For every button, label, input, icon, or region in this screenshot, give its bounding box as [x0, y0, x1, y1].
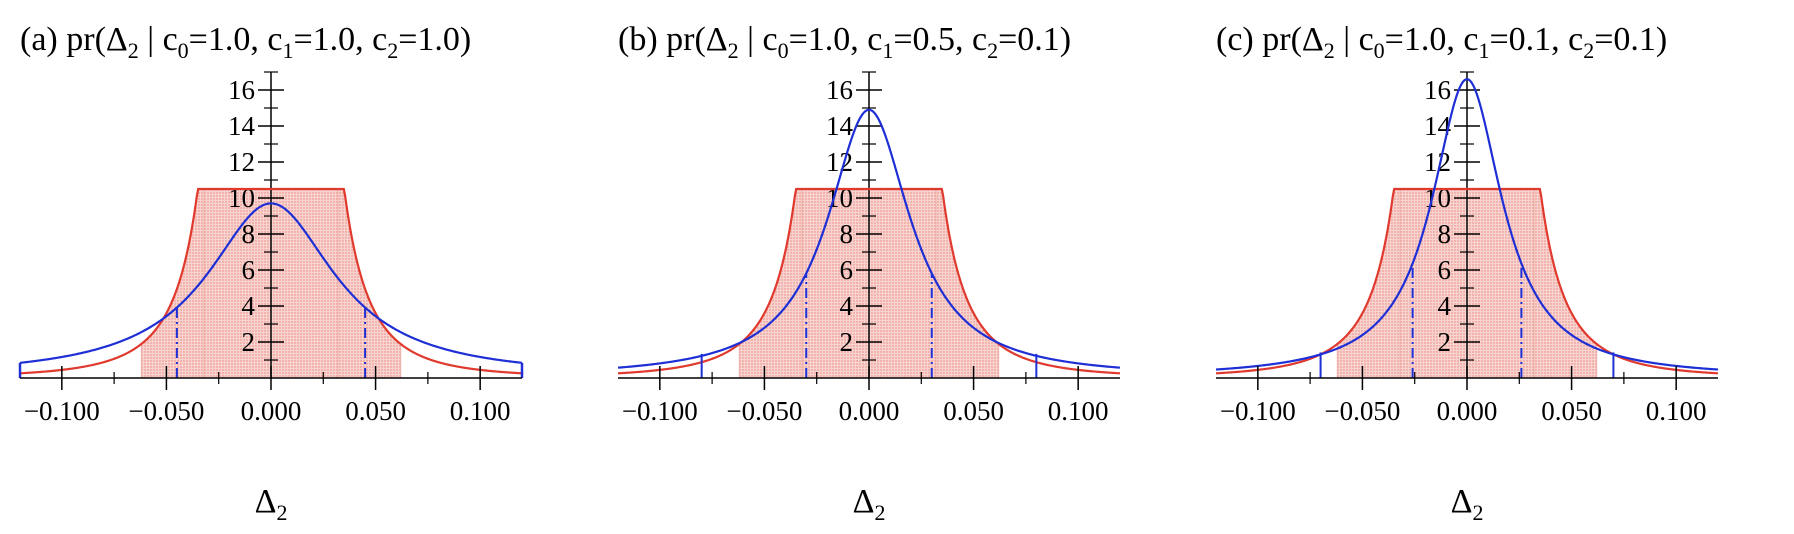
y-tick-label: 14	[1424, 111, 1452, 141]
y-tick-label: 16	[228, 75, 255, 105]
x-axis-label: Δ2	[853, 483, 886, 525]
y-tick-label: 12	[228, 147, 255, 177]
x-tick-label: −0.100	[1220, 396, 1296, 426]
y-tick-label: 10	[1424, 183, 1451, 213]
y-tick-label: 6	[1438, 255, 1452, 285]
x-tick-label: 0.050	[345, 396, 406, 426]
panel-title: (c) pr(Δ2 | c0=1.0, c1=0.1, c2=0.1)	[1216, 21, 1667, 63]
x-axis-label: Δ2	[255, 483, 288, 525]
x-tick-label: −0.050	[1324, 396, 1400, 426]
x-tick-label: 0.050	[943, 396, 1004, 426]
panel-title: (a) pr(Δ2 | c0=1.0, c1=1.0, c2=1.0)	[20, 21, 471, 63]
y-tick-label: 4	[242, 291, 256, 321]
x-tick-label: −0.100	[24, 396, 100, 426]
x-tick-label: 0.000	[1437, 396, 1498, 426]
y-tick-label: 16	[826, 75, 853, 105]
y-tick-label: 2	[1438, 327, 1452, 357]
x-tick-label: 0.100	[1048, 396, 1109, 426]
x-tick-label: 0.100	[1646, 396, 1707, 426]
y-tick-label: 16	[1424, 75, 1451, 105]
y-tick-label: 8	[840, 219, 854, 249]
x-tick-label: 0.000	[241, 396, 302, 426]
x-tick-label: −0.100	[622, 396, 698, 426]
y-tick-label: 10	[228, 183, 255, 213]
x-tick-label: −0.050	[726, 396, 802, 426]
x-tick-label: −0.050	[128, 396, 204, 426]
y-tick-label: 2	[840, 327, 854, 357]
y-tick-label: 14	[826, 111, 854, 141]
y-tick-label: 14	[228, 111, 256, 141]
x-tick-label: 0.050	[1541, 396, 1602, 426]
x-axis-label: Δ2	[1451, 483, 1484, 525]
y-tick-label: 12	[826, 147, 853, 177]
y-tick-label: 6	[840, 255, 854, 285]
y-tick-label: 8	[1438, 219, 1452, 249]
panel-title: (b) pr(Δ2 | c0=1.0, c1=0.5, c2=0.1)	[618, 21, 1071, 63]
y-tick-label: 4	[840, 291, 854, 321]
x-tick-label: 0.100	[450, 396, 511, 426]
x-tick-label: 0.000	[839, 396, 900, 426]
y-tick-label: 4	[1438, 291, 1452, 321]
y-tick-label: 6	[242, 255, 256, 285]
y-tick-label: 2	[242, 327, 256, 357]
